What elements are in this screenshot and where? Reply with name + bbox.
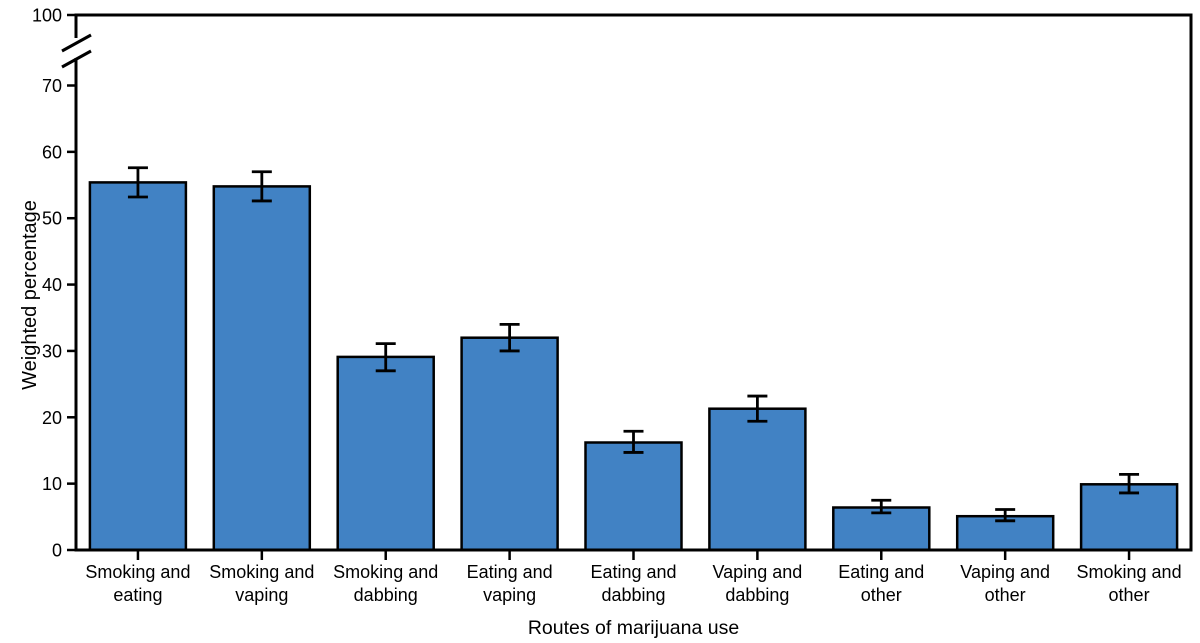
bar-eating-and-dabbing <box>584 441 683 552</box>
x-category-label-smoking-and-dabbing-line1: Smoking and <box>333 562 438 582</box>
x-category-label-eating-and-vaping-line2: vaping <box>483 585 536 605</box>
x-category-label-vaping-and-dabbing-line2: dabbing <box>725 585 789 605</box>
y-tick-label-70: 70 <box>42 76 62 96</box>
y-tick-label-60: 60 <box>42 142 62 162</box>
x-category-label-smoking-and-vaping-line1: Smoking and <box>209 562 314 582</box>
y-tick-label-40: 40 <box>42 275 62 295</box>
x-category-label-eating-and-other-line1: Eating and <box>838 562 924 582</box>
x-category-label-smoking-and-eating-line2: eating <box>113 585 162 605</box>
y-tick-label-50: 50 <box>42 209 62 229</box>
bar-smoking-and-vaping <box>212 185 312 552</box>
y-axis-break-slash-lower <box>61 49 92 69</box>
y-tick-label-20: 20 <box>42 408 62 428</box>
x-category-label-eating-and-other-line2: other <box>861 585 902 605</box>
x-category-label-smoking-and-eating-line1: Smoking and <box>85 562 190 582</box>
y-tick-label-100: 100 <box>32 6 62 26</box>
x-category-label-smoking-and-other-line2: other <box>1109 585 1150 605</box>
bar-smoking-and-eating <box>88 181 188 552</box>
y-axis-title: Weighted percentage <box>19 200 41 390</box>
bar-eating-and-vaping <box>460 336 559 552</box>
y-axis-break-slash-upper <box>61 33 92 53</box>
x-category-label-eating-and-dabbing-line1: Eating and <box>590 562 676 582</box>
x-category-label-eating-and-dabbing-line2: dabbing <box>601 585 665 605</box>
x-category-label-smoking-and-vaping-line2: vaping <box>235 585 288 605</box>
bar-smoking-and-dabbing <box>336 355 435 552</box>
x-axis-title: Routes of marijuana use <box>528 617 739 639</box>
x-category-label-vaping-and-other-line1: Vaping and <box>960 562 1050 582</box>
y-tick-label-0: 0 <box>52 541 62 561</box>
bar-vaping-and-dabbing <box>708 407 807 552</box>
x-category-label-smoking-and-other-line1: Smoking and <box>1077 562 1182 582</box>
y-tick-label-10: 10 <box>42 474 62 494</box>
x-category-label-smoking-and-dabbing-line2: dabbing <box>354 585 418 605</box>
y-tick-label-30: 30 <box>42 341 62 361</box>
x-category-label-eating-and-vaping-line1: Eating and <box>467 562 553 582</box>
x-category-label-vaping-and-dabbing-line1: Vaping and <box>713 562 803 582</box>
x-category-label-vaping-and-other-line2: other <box>985 585 1026 605</box>
